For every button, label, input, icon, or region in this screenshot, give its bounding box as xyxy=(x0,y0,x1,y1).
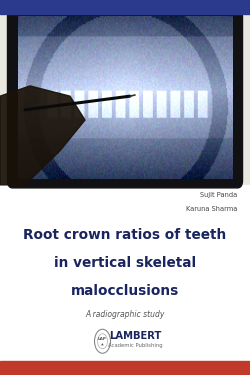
Text: LAP: LAP xyxy=(98,338,107,341)
Bar xyxy=(0,361,250,375)
Text: Academic Publishing: Academic Publishing xyxy=(108,343,162,348)
FancyBboxPatch shape xyxy=(8,10,242,188)
Text: LAMBERT: LAMBERT xyxy=(109,331,161,341)
Bar xyxy=(0,0,250,14)
Text: ▲: ▲ xyxy=(101,343,104,347)
Text: Sujit Panda: Sujit Panda xyxy=(200,192,237,198)
Text: Karuna Sharma: Karuna Sharma xyxy=(186,206,238,212)
Text: Root crown ratios of teeth: Root crown ratios of teeth xyxy=(24,228,226,242)
Bar xyxy=(0,185,250,361)
Text: A radiographic study: A radiographic study xyxy=(85,310,165,319)
Polygon shape xyxy=(0,86,85,185)
Text: in vertical skeletal: in vertical skeletal xyxy=(54,256,196,270)
Text: malocclusions: malocclusions xyxy=(71,284,179,298)
Bar xyxy=(0,14,250,185)
